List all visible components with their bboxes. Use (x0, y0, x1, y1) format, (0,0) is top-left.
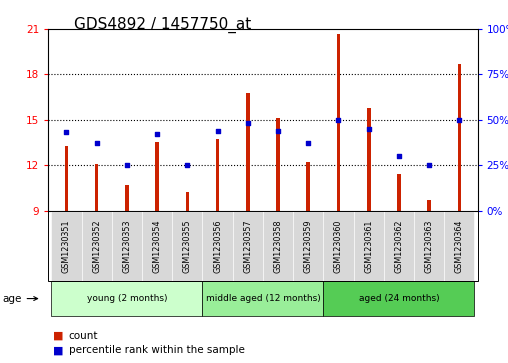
Text: ■: ■ (53, 345, 64, 355)
Text: GSM1230361: GSM1230361 (364, 219, 373, 273)
Text: young (2 months): young (2 months) (86, 294, 167, 303)
Text: ■: ■ (53, 331, 64, 341)
Point (183, 162, 192, 168)
Text: GDS4892 / 1457750_at: GDS4892 / 1457750_at (74, 16, 251, 33)
Bar (125, 185, 129, 211)
Bar (95, 164, 99, 211)
Point (213, 128, 221, 134)
Point (425, 162, 433, 168)
Bar (246, 93, 249, 211)
Point (92, 140, 101, 146)
Text: GSM1230362: GSM1230362 (394, 219, 403, 273)
Text: percentile rank within the sample: percentile rank within the sample (69, 345, 244, 355)
Text: GSM1230352: GSM1230352 (92, 219, 101, 273)
Text: GSM1230357: GSM1230357 (243, 219, 252, 273)
Bar (367, 108, 370, 211)
Text: count: count (69, 331, 98, 341)
Bar (155, 143, 159, 211)
Point (274, 128, 282, 134)
Point (455, 117, 463, 123)
Text: GSM1230351: GSM1230351 (62, 219, 71, 273)
Text: GSM1230364: GSM1230364 (455, 219, 464, 273)
Point (244, 121, 252, 126)
Bar (306, 162, 310, 211)
Point (62, 130, 71, 135)
Text: GSM1230360: GSM1230360 (334, 219, 343, 273)
Point (334, 117, 342, 123)
Bar (276, 118, 280, 211)
Point (153, 131, 161, 137)
Text: aged (24 months): aged (24 months) (359, 294, 439, 303)
Bar (185, 192, 189, 211)
Point (123, 162, 131, 168)
Text: GSM1230354: GSM1230354 (152, 219, 162, 273)
Text: GSM1230358: GSM1230358 (273, 219, 282, 273)
Text: GSM1230356: GSM1230356 (213, 219, 222, 273)
Bar (216, 139, 219, 211)
Bar (427, 200, 431, 211)
Point (304, 140, 312, 146)
Bar (397, 174, 401, 211)
Text: middle aged (12 months): middle aged (12 months) (206, 294, 320, 303)
Text: GSM1230359: GSM1230359 (304, 219, 313, 273)
Text: age: age (3, 294, 22, 303)
Point (395, 153, 403, 159)
Bar (337, 34, 340, 211)
Text: GSM1230355: GSM1230355 (183, 219, 192, 273)
Point (365, 126, 373, 132)
Bar (458, 64, 461, 211)
Text: GSM1230353: GSM1230353 (122, 219, 132, 273)
Bar (65, 146, 68, 211)
Text: GSM1230363: GSM1230363 (425, 219, 434, 273)
